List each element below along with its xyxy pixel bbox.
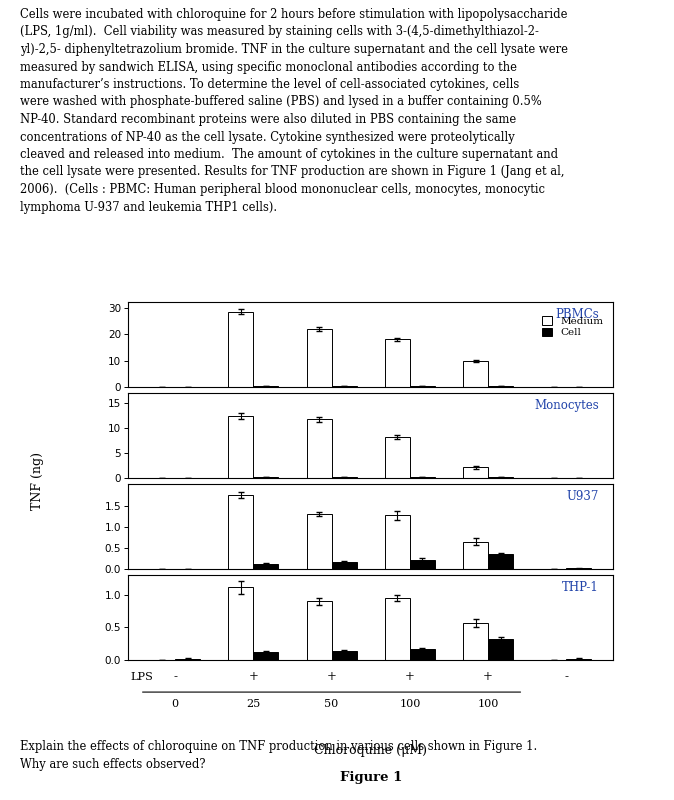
Bar (228, 587, 253, 660)
Text: Monocytes: Monocytes (534, 399, 599, 412)
Bar (488, 477, 513, 478)
Text: TNF (ng): TNF (ng) (30, 452, 44, 510)
Bar (253, 652, 278, 660)
Bar (385, 437, 410, 478)
Text: PBMCs: PBMCs (555, 308, 599, 322)
Text: 50: 50 (324, 699, 339, 709)
Bar (332, 562, 357, 569)
Bar (332, 477, 357, 478)
Text: Cells were incubated with chloroquine for 2 hours before stimulation with lipopo: Cells were incubated with chloroquine fo… (20, 8, 568, 214)
Text: +: + (248, 670, 258, 683)
Bar (566, 568, 591, 569)
Bar (332, 651, 357, 660)
Text: Chloroquine (μM): Chloroquine (μM) (314, 744, 427, 757)
Text: 25: 25 (246, 699, 260, 709)
Text: -: - (173, 670, 177, 683)
Text: +: + (405, 670, 415, 683)
Text: 100: 100 (477, 699, 499, 709)
Text: +: + (327, 670, 336, 683)
Bar (307, 329, 332, 387)
Text: U937: U937 (566, 490, 599, 503)
Bar (307, 602, 332, 660)
Bar (307, 514, 332, 569)
Bar (463, 467, 488, 478)
Bar (228, 312, 253, 387)
Bar (463, 623, 488, 660)
Bar (385, 515, 410, 569)
Bar (410, 477, 435, 478)
Bar (385, 339, 410, 387)
Text: +: + (483, 670, 493, 683)
Bar (566, 658, 591, 660)
Text: Explain the effects of chloroquine on TNF production in various cells shown in F: Explain the effects of chloroquine on TN… (20, 740, 537, 771)
Text: 0: 0 (171, 699, 179, 709)
Bar (488, 638, 513, 660)
Bar (307, 419, 332, 478)
Bar (463, 542, 488, 569)
Text: LPS: LPS (130, 672, 153, 682)
Bar (175, 658, 200, 660)
Bar (463, 361, 488, 387)
Bar (410, 649, 435, 660)
Text: -: - (564, 670, 568, 683)
Bar (385, 598, 410, 660)
Legend: Medium, Cell: Medium, Cell (541, 316, 603, 338)
Bar (253, 477, 278, 478)
Bar (253, 563, 278, 569)
Bar (410, 560, 435, 569)
Text: THP-1: THP-1 (562, 582, 599, 594)
Bar (488, 554, 513, 569)
Text: Figure 1: Figure 1 (340, 771, 402, 784)
Bar (228, 495, 253, 569)
Text: 100: 100 (399, 699, 421, 709)
Bar (228, 416, 253, 478)
